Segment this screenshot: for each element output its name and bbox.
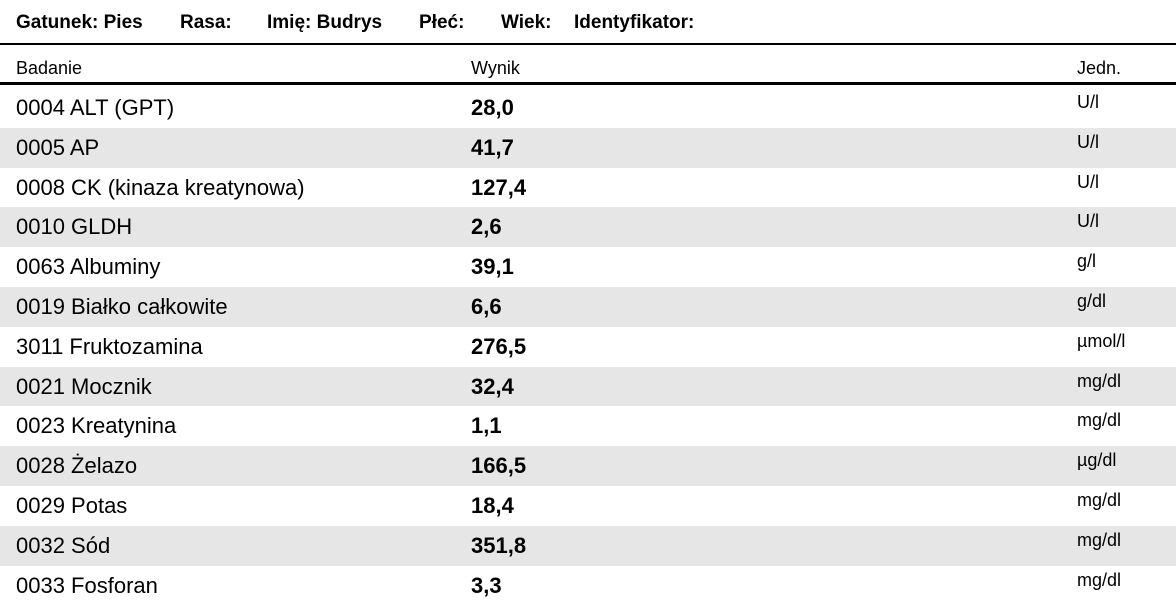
test-result: 28,0	[471, 95, 514, 120]
test-unit: µg/dl	[1077, 450, 1117, 471]
table-header-divider	[0, 82, 1176, 85]
test-name: 0021 Mocznik	[16, 373, 152, 399]
table-row: 0029 Potas 18,4 mg/dl	[0, 486, 1176, 526]
table-row: 0032 Sód 351,8 mg/dl	[0, 525, 1176, 566]
test-unit: mg/dl	[1077, 489, 1122, 510]
column-header-unit: Jedn.	[1077, 58, 1122, 78]
test-name: 0028 Żelazo	[16, 453, 138, 479]
test-name: 0005 AP	[16, 134, 100, 160]
test-result: 2,6	[471, 214, 502, 240]
test-result: 41,7	[471, 134, 514, 160]
test-name: 0004 ALT (GPT)	[16, 95, 175, 120]
test-name: 0032 Sód	[16, 532, 111, 558]
test-result: 1,1	[471, 413, 502, 439]
column-header-test: Badanie	[16, 58, 83, 78]
table-row: 0005 AP 41,7 U/l	[0, 127, 1176, 168]
table-row: 0004 ALT (GPT) 28,0 U/l	[0, 88, 1176, 128]
test-name: 0029 Potas	[16, 492, 128, 518]
column-header-result: Wynik	[471, 58, 520, 78]
table-row: 0063 Albuminy 39,1 g/l	[0, 247, 1176, 287]
table-row: 0010 GLDH 2,6 U/l	[0, 207, 1176, 248]
patient-header: Gatunek: Pies Rasa: Imię: Budrys Płeć: W…	[16, 11, 734, 35]
results-table: 0004 ALT (GPT) 28,0 U/l 0005 AP 41,7 U/l 0008 …	[0, 88, 1176, 605]
table-header: Badanie Wynik Jedn.	[0, 56, 1176, 80]
test-result: 166,5	[471, 453, 527, 479]
test-name: 0023 Kreatynina	[16, 413, 177, 439]
test-unit: µmol/l	[1077, 330, 1126, 351]
breed-field: Rasa:	[180, 12, 232, 33]
species-field: Gatunek: Pies	[16, 12, 143, 33]
identifier-field: Identyfikator:	[574, 12, 695, 33]
test-unit: U/l	[1077, 211, 1099, 232]
test-unit: mg/dl	[1077, 529, 1122, 550]
test-result: 32,4	[471, 373, 514, 399]
test-name: 0008 CK (kinaza kreatynowa)	[16, 174, 305, 200]
test-result: 18,4	[471, 492, 514, 518]
table-row: 3011 Fruktozamina 276,5 µmol/l	[0, 327, 1176, 367]
test-name: 0033 Fosforan	[16, 572, 158, 598]
table-row: 0021 Mocznik 32,4 mg/dl	[0, 366, 1176, 407]
test-name: 0019 Białko całkowite	[16, 293, 228, 319]
test-result: 39,1	[471, 254, 514, 280]
test-unit: U/l	[1077, 131, 1099, 152]
table-row: 0019 Białko całkowite 6,6 g/dl	[0, 286, 1176, 327]
age-field: Wiek:	[501, 12, 552, 33]
test-name: 0010 GLDH	[16, 214, 133, 240]
sex-field: Płeć:	[419, 12, 465, 33]
test-name: 0063 Albuminy	[16, 254, 161, 280]
test-result: 276,5	[471, 333, 527, 359]
test-unit: U/l	[1077, 92, 1099, 112]
name-field: Imię: Budrys	[267, 12, 383, 33]
table-row: 0028 Żelazo 166,5 µg/dl	[0, 446, 1176, 486]
test-unit: U/l	[1077, 171, 1099, 192]
table-row: 0008 CK (kinaza kreatynowa) 127,4 U/l	[0, 168, 1176, 208]
test-result: 127,4	[471, 174, 527, 200]
test-unit: g/l	[1077, 251, 1097, 272]
test-result: 351,8	[471, 532, 527, 558]
test-unit: mg/dl	[1077, 370, 1122, 391]
header-divider	[0, 43, 1176, 45]
test-result: 6,6	[471, 293, 502, 319]
table-row: 0023 Kreatynina 1,1 mg/dl	[0, 406, 1176, 446]
test-name: 3011 Fruktozamina	[16, 333, 203, 359]
test-result: 3,3	[471, 572, 502, 598]
table-row: 0033 Fosforan 3,3 mg/dl	[0, 566, 1176, 606]
test-unit: mg/dl	[1077, 569, 1122, 590]
test-unit: g/dl	[1077, 290, 1107, 311]
test-unit: mg/dl	[1077, 410, 1122, 431]
